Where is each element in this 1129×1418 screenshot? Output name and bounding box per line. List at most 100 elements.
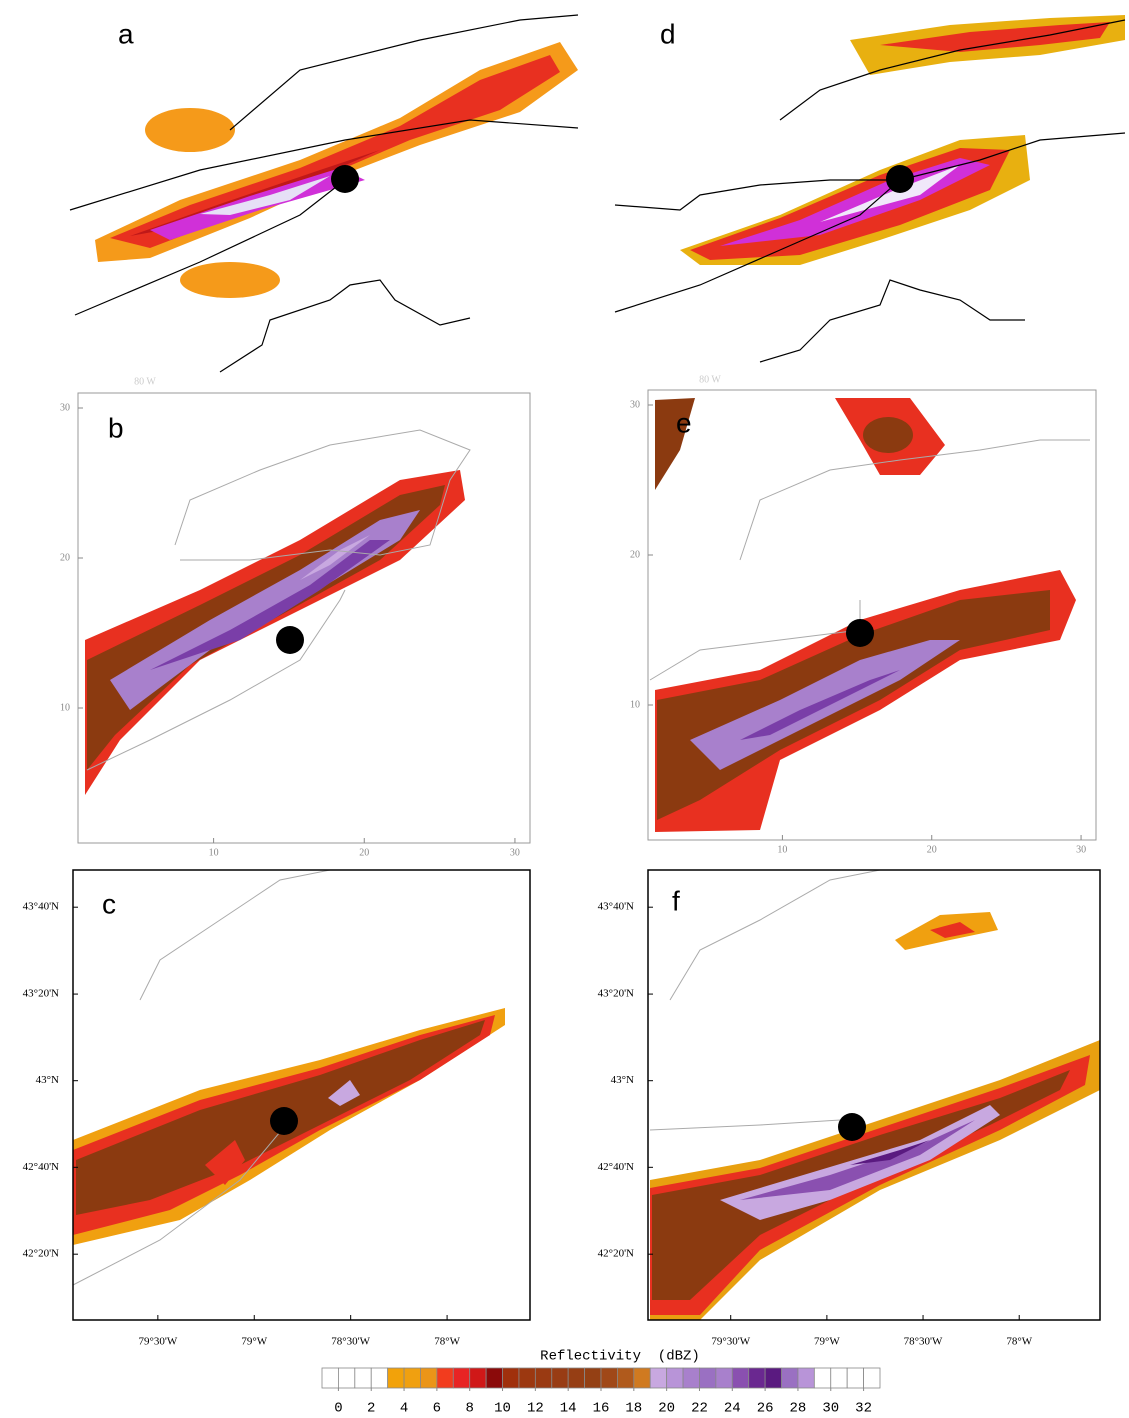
colorbar-tick-label: 22 <box>691 1401 708 1417</box>
y-tick-label: 30 <box>630 399 640 410</box>
colorbar-tick-label: 32 <box>855 1401 872 1417</box>
colorbar-swatch <box>518 1367 536 1389</box>
colorbar-swatch <box>403 1367 421 1389</box>
panel-d-map <box>614 15 1126 363</box>
panel-label: a <box>118 18 134 49</box>
colorbar-swatch <box>567 1367 585 1389</box>
y-tick-label: 42°20'N <box>23 1248 59 1260</box>
panel-e-map <box>649 398 1090 832</box>
colorbar-swatch <box>617 1367 635 1389</box>
x-tick-label: 79°W <box>241 1336 267 1348</box>
y-tick-label: 43°40'N <box>23 901 59 913</box>
colorbar-swatch <box>649 1367 668 1389</box>
colorbar-swatch <box>731 1367 750 1389</box>
y-tick-label: 10 <box>630 699 640 710</box>
colorbar-swatch <box>666 1367 684 1389</box>
colorbar-tick-label: 4 <box>400 1401 408 1417</box>
x-tick-label: 79°30'W <box>711 1336 750 1348</box>
y-tick-label: 30 <box>60 402 70 413</box>
colorbar-swatch <box>600 1367 618 1389</box>
colorbar-swatch <box>830 1367 848 1389</box>
y-tick-label: 20 <box>630 549 640 560</box>
colorbar-swatch <box>354 1367 372 1389</box>
colorbar-swatch <box>715 1367 733 1389</box>
colorbar-tick-label: 24 <box>724 1401 741 1417</box>
y-tick-label: 42°40'N <box>23 1161 59 1173</box>
meridian-label: 80 W <box>134 376 156 387</box>
panel-label: b <box>108 412 124 443</box>
panel-b-map <box>85 429 471 795</box>
colorbar-tick-label: 28 <box>790 1401 807 1417</box>
panel-frame <box>647 389 1097 841</box>
colorbar-tick-label: 0 <box>334 1401 342 1417</box>
x-tick-label: 20 <box>359 847 369 858</box>
x-tick-label: 79°W <box>814 1336 840 1348</box>
colorbar-swatch <box>485 1367 503 1389</box>
panel-a-map <box>69 14 579 373</box>
colorbar-swatch <box>338 1367 356 1389</box>
colorbar-swatch <box>370 1367 389 1389</box>
x-tick-label: 20 <box>927 844 937 855</box>
colorbar-swatch <box>534 1367 553 1389</box>
colorbar-swatch <box>813 1367 832 1389</box>
colorbar-tick-label: 14 <box>560 1401 577 1417</box>
colorbar-swatch <box>420 1367 438 1389</box>
colorbar-swatch <box>469 1367 487 1389</box>
panel-c-map <box>72 869 505 1286</box>
x-tick-label: 78°W <box>1006 1336 1032 1348</box>
y-tick-label: 43°N <box>611 1074 634 1086</box>
colorbar-tick-label: 16 <box>593 1401 610 1417</box>
colorbar-swatch <box>781 1367 799 1389</box>
panel-frame <box>647 869 1101 1321</box>
x-tick-label: 30 <box>510 847 520 858</box>
y-tick-label: 10 <box>60 702 70 713</box>
colorbar-swatch <box>764 1367 782 1389</box>
panel-label: f <box>672 885 680 916</box>
meridian-label: 80 W <box>699 374 721 385</box>
colorbar-swatch <box>699 1367 717 1389</box>
colorbar-swatch <box>436 1367 454 1389</box>
colorbar-tick-label: 8 <box>466 1401 474 1417</box>
colorbar-swatch <box>682 1367 700 1389</box>
colorbar-tick-label: 2 <box>367 1401 375 1417</box>
colorbar-tick-label: 20 <box>658 1401 675 1417</box>
colorbar-tick-label: 18 <box>625 1401 642 1417</box>
y-tick-label: 43°N <box>36 1074 59 1086</box>
colorbar-tick-label: 10 <box>494 1401 511 1417</box>
x-tick-label: 78°30'W <box>904 1336 943 1348</box>
panel-f-map <box>649 869 1100 1320</box>
x-tick-label: 30 <box>1076 844 1086 855</box>
y-tick-label: 42°40'N <box>598 1161 634 1173</box>
y-tick-label: 20 <box>60 552 70 563</box>
panel-frame <box>72 869 531 1321</box>
colorbar-swatch <box>584 1367 602 1389</box>
colorbar-tick-label: 12 <box>527 1401 544 1417</box>
panel-label: c <box>102 888 116 919</box>
colorbar-swatch <box>551 1367 569 1389</box>
y-tick-label: 43°20'N <box>598 988 634 1000</box>
x-tick-label: 10 <box>777 844 787 855</box>
x-tick-label: 10 <box>209 847 219 858</box>
x-tick-label: 78°W <box>434 1336 460 1348</box>
x-tick-label: 79°30'W <box>138 1336 177 1348</box>
colorbar-tick-label: 30 <box>822 1401 839 1417</box>
y-tick-label: 43°20'N <box>23 988 59 1000</box>
colorbar-swatch <box>797 1367 815 1389</box>
colorbar-swatch <box>846 1367 864 1389</box>
y-tick-label: 42°20'N <box>598 1248 634 1260</box>
colorbar-tick-label: 26 <box>757 1401 774 1417</box>
x-tick-label: 78°30'W <box>331 1336 370 1348</box>
colorbar-swatch <box>321 1367 339 1389</box>
panel-label: e <box>676 407 692 438</box>
colorbar-swatch <box>633 1367 651 1389</box>
panel-label: d <box>660 18 676 49</box>
colorbar-swatch <box>387 1367 405 1389</box>
y-tick-label: 43°40'N <box>598 901 634 913</box>
colorbar-swatch <box>748 1367 766 1389</box>
colorbar-swatch <box>863 1367 881 1389</box>
colorbar-title: Reflectivity (dBZ) <box>540 1349 700 1365</box>
colorbar-swatch <box>502 1367 520 1389</box>
colorbar-swatch <box>452 1367 471 1389</box>
panel-frame <box>77 392 531 844</box>
